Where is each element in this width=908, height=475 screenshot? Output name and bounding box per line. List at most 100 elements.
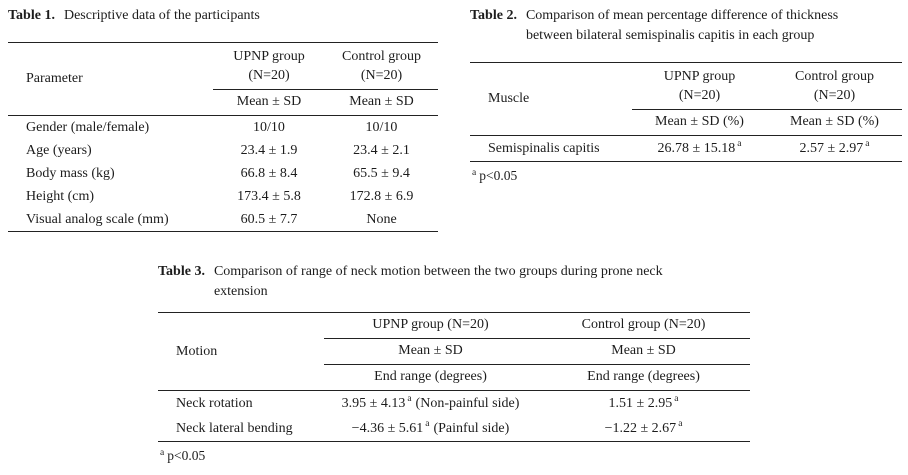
table2-caption: Table 2. Comparison of mean percentage d…: [470, 6, 902, 46]
row-control-value: −1.22 ± 2.67 a: [537, 416, 750, 442]
table3-section: Table 3. Comparison of range of neck mot…: [158, 262, 750, 464]
significance-marker: a: [425, 418, 430, 429]
table1-stub-header: Parameter: [8, 42, 213, 116]
row-upnp-value: −4.36 ± 5.61 a (Painful side): [324, 416, 537, 442]
row-upnp-value: 60.5 ± 7.7: [240, 211, 298, 227]
group-n: (N=20): [360, 68, 403, 83]
table2-caption-text: Comparison of mean percentage difference…: [526, 6, 838, 46]
table2-stub-header: Muscle: [470, 62, 632, 136]
row-control-value: 1.51 ± 2.95 a: [537, 391, 750, 417]
value: −4.36 ± 5.61: [351, 420, 424, 436]
table-row: Age (years) 23.4 ± 1.9 23.4 ± 2.1: [8, 139, 438, 162]
row-upnp-value: 66.8 ± 8.4: [240, 165, 298, 181]
row-upnp-value: 173.4 ± 5.8: [237, 188, 301, 204]
table2-subheader-control: Mean ± SD (%): [767, 109, 902, 136]
side-note: (Painful side): [433, 420, 510, 436]
row-muscle: Semispinalis capitis: [488, 140, 600, 156]
significance-marker: a: [737, 138, 742, 149]
row-control-value: 65.5 ± 9.4: [353, 165, 410, 181]
table1-label: Table 1.: [8, 8, 55, 23]
table1-subheader-control: Mean ± SD: [325, 89, 438, 116]
significance-marker: a: [678, 418, 683, 429]
row-upnp-value: 26.78 ± 15.18 a: [632, 136, 767, 162]
table1: Parameter UPNP group (N=20) Control group…: [8, 42, 438, 232]
table1-caption-text: Descriptive data of the participants: [63, 8, 260, 23]
table2: Muscle UPNP group (N=20) Control group (N=…: [470, 62, 902, 162]
caption-line2: extension: [213, 284, 268, 299]
group-name: Control group: [342, 49, 421, 64]
table-row: Height (cm) 173.4 ± 5.8 172.8 ± 6.9: [8, 185, 438, 208]
table-row: Body mass (kg) 66.8 ± 8.4 65.5 ± 9.4: [8, 162, 438, 185]
row-parameter: Body mass (kg): [26, 165, 115, 181]
table3: Motion UPNP group (N=20) Control group (…: [158, 312, 750, 442]
row-control-value: 23.4 ± 2.1: [353, 142, 410, 158]
row-upnp-value: 23.4 ± 1.9: [240, 142, 298, 158]
table2-subheader-row: Mean ± SD (%) Mean ± SD (%): [470, 109, 902, 136]
side-note: (Non-painful side): [415, 395, 520, 411]
row-control-value: 10/10: [365, 119, 398, 135]
value: 26.78 ± 15.18: [657, 140, 736, 156]
value: 3.95 ± 4.13: [341, 395, 406, 411]
table1-group-control: Control group (N=20): [325, 42, 438, 90]
table-row: Semispinalis capitis 26.78 ± 15.18 a 2.57…: [470, 136, 902, 162]
table3-range-header-row: End range (degrees) End range (degrees): [158, 364, 750, 391]
table3-caption: Table 3. Comparison of range of neck mot…: [158, 262, 750, 302]
table1-subheader-row: Mean ± SD Mean ± SD: [8, 89, 438, 116]
row-parameter: Visual analog scale (mm): [26, 211, 169, 227]
table2-group-header-row: Muscle UPNP group (N=20) Control group (N=…: [470, 62, 902, 136]
table1-group-header-row: Parameter UPNP group (N=20) Control group…: [8, 42, 438, 116]
group-n: (N=20): [678, 88, 721, 103]
significance-marker: a: [407, 393, 412, 404]
group-name: UPNP group: [233, 49, 305, 64]
group-n: (N=20): [248, 68, 290, 83]
table2-subheader-upnp: Mean ± SD (%): [632, 109, 767, 136]
group-n: (N=20): [813, 88, 856, 103]
table3-subheader-upnp: Mean ± SD: [324, 338, 537, 365]
row-upnp-value: 3.95 ± 4.13 a (Non-painful side): [324, 391, 537, 417]
table3-group-header-row: Motion UPNP group (N=20) Control group (…: [158, 312, 750, 391]
table-row: Neck rotation 3.95 ± 4.13 a (Non-painful s…: [158, 391, 750, 417]
footnote-text: p<0.05: [479, 168, 518, 183]
value: 2.57 ± 2.97: [799, 140, 864, 156]
row-motion: Neck rotation: [176, 395, 253, 411]
table2-group-control: Control group (N=20): [767, 62, 902, 110]
table3-group-control: Control group (N=20): [537, 312, 750, 339]
row-parameter: Gender (male/female): [26, 119, 150, 135]
table1-caption: Table 1. Descriptive data of the partici…: [8, 6, 438, 26]
table3-subheader-control: Mean ± SD: [537, 338, 750, 365]
table-row: Neck lateral bending −4.36 ± 5.61 a (Painf…: [158, 416, 750, 442]
row-motion: Neck lateral bending: [176, 420, 293, 436]
row-control-value: 2.57 ± 2.97 a: [767, 136, 902, 162]
caption-line1: Comparison of range of neck motion betwe…: [213, 264, 663, 279]
table3-footnote: a p<0.05: [158, 447, 750, 464]
table1-subheader-upnp: Mean ± SD: [213, 89, 325, 116]
table1-section: Table 1. Descriptive data of the partici…: [8, 6, 438, 232]
row-upnp-value: 10/10: [253, 119, 285, 135]
table3-range-control: End range (degrees): [537, 364, 750, 391]
table-row: Gender (male/female) 10/10 10/10: [8, 116, 438, 140]
table3-label: Table 3.: [158, 264, 205, 279]
significance-marker: a: [472, 167, 477, 178]
group-name: UPNP group: [663, 69, 736, 84]
table2-section: Table 2. Comparison of mean percentage d…: [470, 6, 902, 184]
row-control-value: None: [366, 211, 397, 227]
table3-caption-text: Comparison of range of neck motion betwe…: [214, 262, 663, 302]
significance-marker: a: [865, 138, 870, 149]
table3-range-upnp: End range (degrees): [324, 364, 537, 391]
table2-group-upnp: UPNP group (N=20): [632, 62, 767, 110]
row-parameter: Height (cm): [26, 188, 95, 204]
table3-group-upnp: UPNP group (N=20): [324, 312, 537, 339]
significance-marker: a: [160, 447, 165, 458]
caption-line1: Comparison of mean percentage difference…: [525, 8, 839, 23]
row-control-value: 172.8 ± 6.9: [349, 188, 414, 204]
table3-subheader-row: Mean ± SD Mean ± SD: [158, 338, 750, 365]
table2-footnote: a p<0.05: [470, 167, 902, 184]
caption-line2: between bilateral semispinalis capitis i…: [525, 28, 815, 43]
table1-group-upnp: UPNP group (N=20): [213, 42, 325, 90]
table2-label: Table 2.: [470, 8, 517, 23]
footnote-text: p<0.05: [167, 448, 206, 463]
row-parameter: Age (years): [26, 142, 92, 158]
table3-stub-header: Motion: [158, 312, 324, 391]
value: −1.22 ± 2.67: [604, 420, 677, 436]
value: 1.51 ± 2.95: [608, 395, 673, 411]
